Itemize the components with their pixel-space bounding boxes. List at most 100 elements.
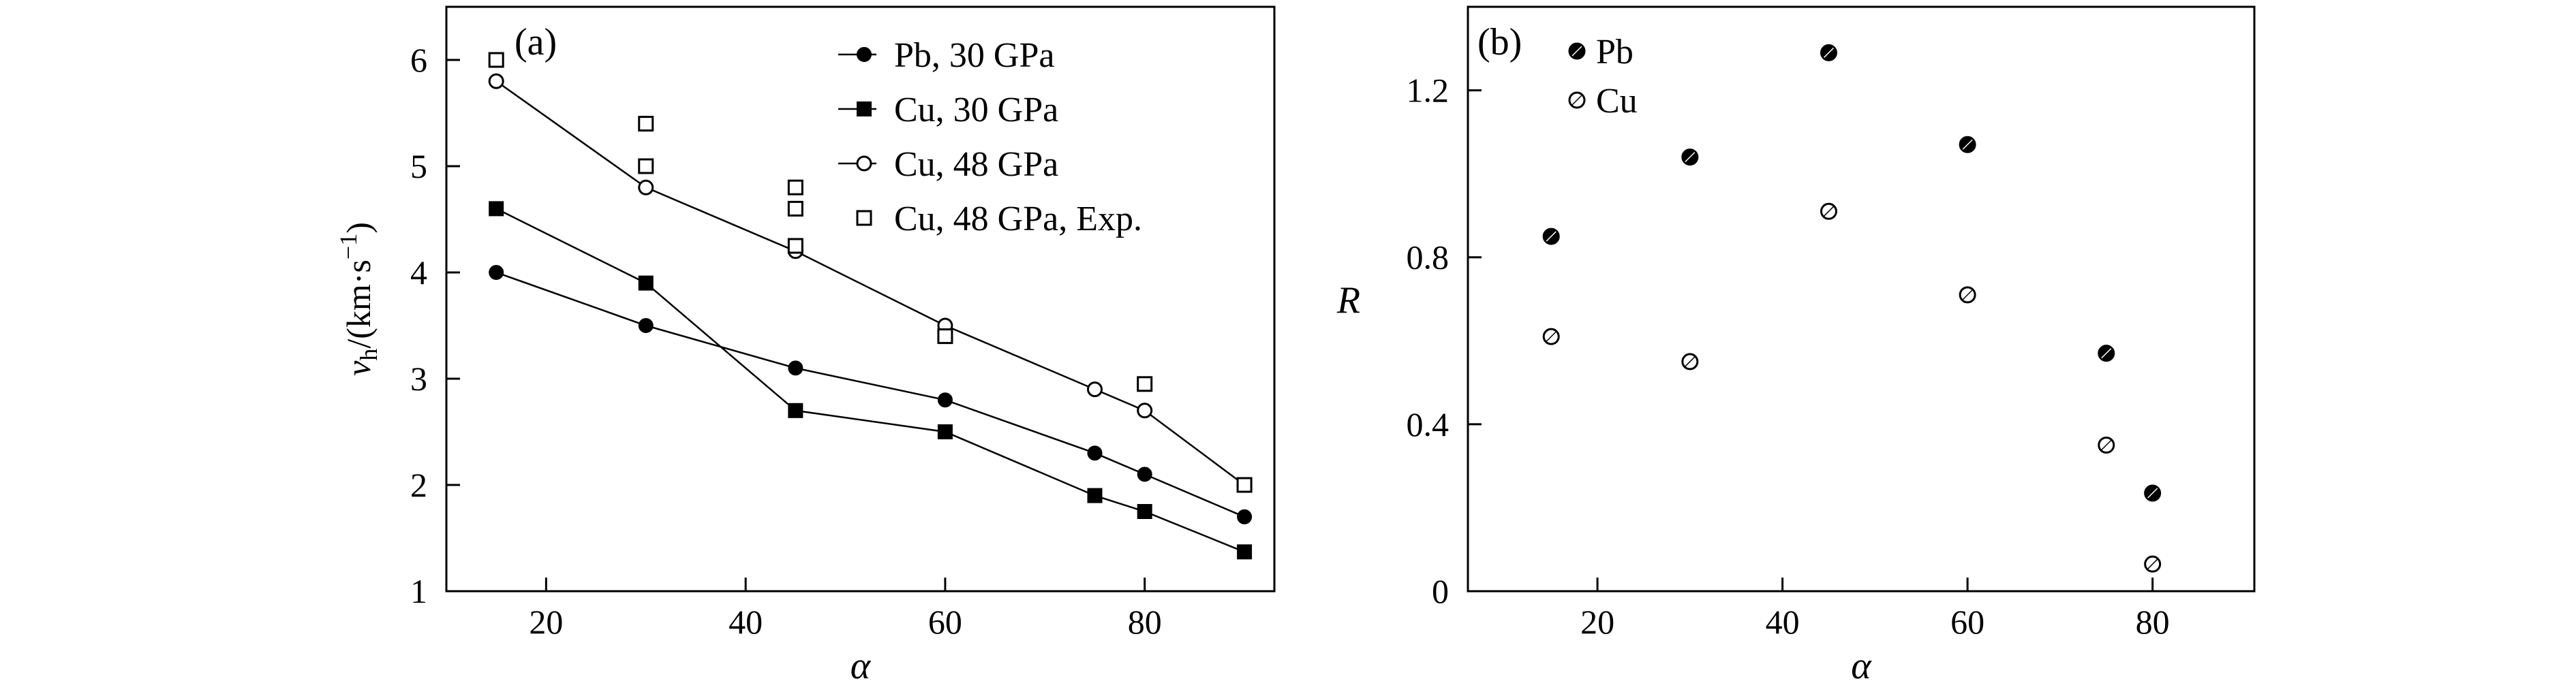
- panel-a-data-point: [937, 424, 953, 439]
- panel-b-x-tick-label: 80: [2136, 603, 2170, 641]
- panel-a-data-point: [788, 403, 803, 418]
- panel-a-data-point: [1237, 509, 1253, 524]
- panel-a-data-point: [1137, 376, 1153, 392]
- panel-b-data-point: [1542, 227, 1560, 245]
- panel-b-series-0: [1542, 44, 2162, 502]
- panel-a-x-tick-label: 40: [729, 603, 763, 641]
- legend-a-marker: [857, 101, 872, 116]
- panel-b-data-point-stroke: [1685, 356, 1696, 367]
- panel-a-series-line: [495, 271, 1245, 518]
- panel-a-y-tick-label: 1: [410, 572, 427, 610]
- panel-a-x-axis-label: α: [850, 645, 872, 687]
- panel-a-series-line: [495, 80, 1245, 486]
- panel-a-data-point: [1137, 403, 1153, 419]
- legend-a-marker: [856, 210, 872, 226]
- panel-b-data-point-stroke: [1823, 47, 1835, 58]
- legend-a-label: Cu, 48 GPa: [894, 145, 1058, 184]
- panel-b-data-point: [2144, 484, 2162, 502]
- panel-b-data-point-stroke: [1546, 231, 1557, 242]
- panel-b-data-point: [2098, 437, 2115, 454]
- panel-a-chart: 20 40 60 80 1 2 3 4 5 6 α vh/(km·s−1) (a) Pb, 30 GPa C…: [335, 5, 1276, 687]
- panel-a-data-point: [638, 158, 654, 174]
- panel-a-data-point: [1137, 504, 1152, 519]
- panel-b-data-point-stroke: [1685, 152, 1696, 163]
- panel-b-x-axis-label: α: [1851, 645, 1872, 687]
- panel-b-data-point: [1681, 148, 1699, 166]
- legend-b-marker: [1568, 42, 1586, 60]
- panel-a-data-point: [488, 73, 504, 89]
- panel-b-data-point: [2144, 555, 2162, 573]
- panel-a-x-tick-label: 20: [529, 603, 563, 641]
- panel-b-label: (b): [1477, 21, 1522, 63]
- panel-a-data-point: [937, 328, 953, 345]
- panel-a-y-tick-label: 3: [410, 360, 427, 398]
- panel-b-data-point-stroke: [1962, 289, 1973, 300]
- legend-a-label: Cu, 30 GPa: [894, 91, 1058, 129]
- panel-a-data-point: [1087, 445, 1103, 461]
- panel-a-series-3: [488, 52, 1253, 493]
- legend-b-label: Cu: [1596, 82, 1638, 121]
- legend-b-label: Pb: [1596, 33, 1634, 72]
- panel-b-data-point-stroke: [2101, 439, 2112, 451]
- panel-b-data-point-stroke: [2147, 559, 2158, 569]
- panel-b-x-tick-label: 20: [1580, 603, 1614, 641]
- panel-a-data-point: [788, 360, 803, 376]
- panel-b-data-point: [2098, 345, 2115, 362]
- panel-a-data-point: [489, 201, 504, 217]
- panel-b-data-point: [1681, 353, 1699, 371]
- legend-b-entry-0: Pb: [1568, 33, 1634, 72]
- panel-a-data-point: [638, 318, 654, 333]
- legend-a-entry-0: Pb, 30 GPa: [838, 36, 1054, 75]
- panel-a-data-point: [488, 52, 504, 68]
- panel-b-data-point: [1542, 328, 1560, 345]
- panel-b-x-tick-label: 40: [1766, 603, 1800, 641]
- legend-a-label: Cu, 48 GPa, Exp.: [894, 200, 1142, 238]
- legend-b-marker-stroke: [1571, 95, 1582, 106]
- panel-a-label: (a): [515, 21, 557, 63]
- panel-a-y-label-unit: /(km·s: [339, 260, 378, 349]
- legend-a-marker: [857, 47, 872, 62]
- panel-a-data-point: [638, 116, 654, 132]
- panel-a-data-point: [787, 179, 803, 195]
- panel-a-data-point: [489, 265, 504, 280]
- panel-a-y-label-unit-end: ): [339, 222, 378, 234]
- panel-a-data-point: [638, 179, 654, 195]
- panel-b-data-point: [1820, 44, 1837, 61]
- legend-a-entry-3: Cu, 48 GPa, Exp.: [856, 200, 1142, 238]
- panel-a-series-0: [489, 265, 1253, 524]
- panel-b-data-point-stroke: [2147, 488, 2158, 499]
- panel-a-series-line: [495, 208, 1245, 553]
- panel-b-data-point-stroke: [2101, 348, 2112, 359]
- panel-a-y-tick-label: 6: [410, 41, 427, 79]
- panel-a-y-tick-label: 5: [410, 147, 427, 185]
- legend-b-marker-stroke: [1571, 46, 1582, 57]
- panel-a-data-point: [638, 275, 654, 291]
- panel-a-data-point: [1087, 488, 1103, 503]
- panel-b-data-point: [1820, 202, 1837, 220]
- panel-b-series-1: [1542, 202, 2162, 573]
- panel-b-y-tick-label: 0.4: [1407, 405, 1450, 443]
- panel-a-y-label-subscript: h: [355, 349, 382, 361]
- legend-b-marker: [1568, 91, 1586, 109]
- panel-a-y-tick-label: 4: [410, 253, 427, 292]
- panel-b-frame: [1467, 5, 2256, 593]
- panel-a-data-point: [1087, 381, 1103, 398]
- panel-a-data-point: [787, 238, 803, 254]
- panel-a-data-point: [787, 200, 803, 217]
- panel-a-x-tick-label: 80: [1128, 603, 1162, 641]
- legend-a-entry-2: Cu, 48 GPa: [838, 145, 1058, 184]
- panel-b-chart: 20 40 60 80 0 0.4 0.8 1.2 α R (b) Pb Cu: [1336, 5, 2256, 687]
- panel-b-y-tick-label: 1.2: [1407, 72, 1450, 110]
- panel-b-data-point: [1959, 136, 1976, 153]
- panel-a-data-point: [937, 392, 953, 408]
- panel-a-data-point: [1237, 544, 1253, 560]
- panel-b-y-tick-label: 0.8: [1407, 238, 1450, 277]
- panel-b-x-tick-label: 60: [1950, 603, 1984, 641]
- panel-a-frame: [445, 5, 1276, 593]
- panel-b-data-point-stroke: [1546, 331, 1557, 342]
- panel-a-y-tick-label: 2: [410, 466, 427, 504]
- panel-b-data-point-stroke: [1962, 139, 1973, 150]
- legend-a-marker: [856, 155, 872, 172]
- panel-b-data-point: [1959, 286, 1976, 304]
- panel-a-y-axis-label: vh/(km·s−1): [335, 222, 382, 376]
